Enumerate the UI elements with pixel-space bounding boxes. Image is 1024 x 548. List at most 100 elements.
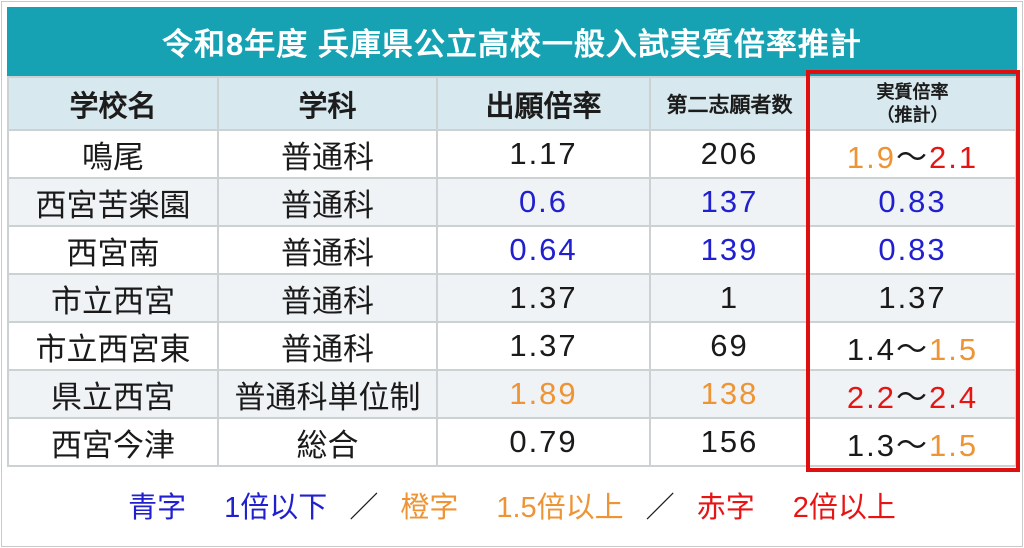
value-segment: 206 [700,136,759,171]
cell-actual-ratio: 1.9～2.1 [808,129,1017,179]
cell-school: 市立西宮東 [7,321,219,371]
header-actual-line1: 実質倍率 [876,82,949,102]
value-segment: 137 [700,184,759,219]
value-segment: 1.9 [846,139,896,175]
header-actual-line2: （推計） [876,104,949,125]
cell-actual-ratio: 2.2～2.4 [808,369,1017,419]
value-segment: 0.83 [878,232,947,267]
value-segment: 2.4 [929,379,979,415]
header-school: 学校名 [7,76,219,131]
value-segment: 0.79 [509,424,578,459]
header-app-ratio: 出願倍率 [436,76,651,131]
value-segment: 西宮南 [66,235,160,271]
legend-label: 橙字 [400,492,459,524]
value-segment: ～ [896,331,929,367]
cell-dept: 普通科 [217,321,438,371]
value-segment: 1.89 [509,376,578,411]
cell-app-ratio: 1.37 [436,273,651,323]
value-segment: 普通科 [281,187,374,223]
value-segment: 県立西宮 [51,379,175,415]
value-segment: 普通科単位制 [234,379,421,415]
value-segment: 69 [710,328,749,363]
cell-dept: 普通科単位制 [217,369,438,419]
value-segment: 1.17 [509,136,578,171]
cell-second-choice: 206 [649,129,810,179]
value-segment: ～ [896,427,929,463]
table-body: 鳴尾 普通科 1.17 206 1.9～2.1 西宮苦楽園 普通科 0.6 137 0.83 西宮南… [7,129,1017,467]
cell-second-choice: 1 [649,273,810,323]
legend-item-blue: 青字 1倍以下 [128,484,327,526]
cell-app-ratio: 0.64 [436,225,651,275]
cell-second-choice: 156 [649,417,810,467]
value-segment: 市立西宮 [51,283,175,319]
title-bar: 令和8年度 兵庫県公立高校一般入試実質倍率推計 [7,7,1017,76]
value-segment: 1.37 [509,280,578,315]
cell-app-ratio: 0.79 [436,417,651,467]
header-second-choice: 第二志願者数 [649,76,810,131]
cell-school: 西宮今津 [7,417,219,467]
value-segment: 139 [700,232,759,267]
value-segment: 普通科 [281,139,374,175]
value-segment: 156 [700,424,759,459]
legend-label: 青字 [128,492,187,524]
value-segment: 1.5 [929,331,979,367]
cell-dept: 普通科 [217,129,438,179]
header-dept: 学科 [217,76,438,131]
legend-separator: ／ [349,492,379,524]
table-row: 県立西宮 普通科単位制 1.89 138 2.2～2.4 [7,369,1017,419]
cell-school: 県立西宮 [7,369,219,419]
cell-school: 西宮苦楽園 [7,177,219,227]
cell-dept: 普通科 [217,273,438,323]
value-segment: 西宮苦楽園 [35,187,191,223]
cell-app-ratio: 1.89 [436,369,651,419]
page-title: 令和8年度 兵庫県公立高校一般入試実質倍率推計 [162,27,862,62]
table-header: 学校名 学科 出願倍率 第二志願者数 実質倍率 （推計） [7,76,1017,131]
value-segment: 1.4 [846,331,896,367]
value-segment: 普通科 [281,235,374,271]
cell-app-ratio: 1.17 [436,129,651,179]
value-segment: 1.37 [509,328,578,363]
cell-school: 西宮南 [7,225,219,275]
cell-app-ratio: 1.37 [436,321,651,371]
legend-label: 赤字 [696,492,755,524]
header-actual-ratio: 実質倍率 （推計） [808,76,1017,131]
table-row: 西宮苦楽園 普通科 0.6 137 0.83 [7,177,1017,227]
cell-actual-ratio: 1.37 [808,273,1017,323]
cell-second-choice: 138 [649,369,810,419]
legend-description: 2倍以上 [792,492,896,524]
table-row: 市立西宮東 普通科 1.37 69 1.4～1.5 [7,321,1017,371]
table-row: 鳴尾 普通科 1.17 206 1.9～2.1 [7,129,1017,179]
legend-description: 1倍以下 [224,492,328,524]
value-segment: 1.5 [929,427,979,463]
table-row: 西宮今津 総合 0.79 156 1.3～1.5 [7,417,1017,467]
cell-actual-ratio: 0.83 [808,177,1017,227]
legend-separator: ／ [645,492,675,524]
cell-actual-ratio: 0.83 [808,225,1017,275]
value-segment: 1.37 [878,280,947,315]
value-segment: 138 [700,376,759,411]
cell-school: 鳴尾 [7,129,219,179]
value-segment: 1.3 [846,427,896,463]
cell-dept: 普通科 [217,177,438,227]
cell-dept: 総合 [217,417,438,467]
table-row: 西宮南 普通科 0.64 139 0.83 [7,225,1017,275]
cell-second-choice: 69 [649,321,810,371]
value-segment: 総合 [296,427,359,463]
value-segment: 2.2 [846,379,896,415]
legend: 青字 1倍以下 ／ 橙字 1.5倍以上 ／ 赤字 2倍以上 [7,467,1017,543]
cell-dept: 普通科 [217,225,438,275]
value-segment: ～ [896,139,929,175]
table-row: 市立西宮 普通科 1.37 1 1.37 [7,273,1017,323]
cell-second-choice: 137 [649,177,810,227]
value-segment: 市立西宮東 [35,331,191,367]
value-segment: 普通科 [281,283,374,319]
cell-app-ratio: 0.6 [436,177,651,227]
legend-item-red: 赤字 2倍以上 [697,484,896,526]
value-segment: 普通科 [281,331,374,367]
header-row: 学校名 学科 出願倍率 第二志願者数 実質倍率 （推計） [7,76,1017,131]
cell-second-choice: 139 [649,225,810,275]
value-segment: 0.6 [518,184,569,219]
legend-item-orange: 橙字 1.5倍以上 [400,484,623,526]
value-segment: 1 [719,280,740,315]
